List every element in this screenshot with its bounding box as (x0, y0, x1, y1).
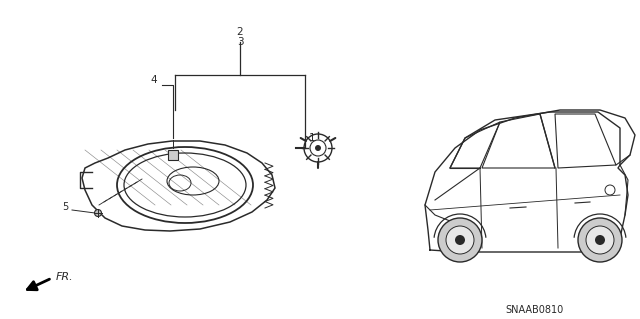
Text: 2: 2 (237, 27, 243, 37)
Circle shape (595, 235, 605, 245)
Bar (168, 150, 178, 160)
Text: 4: 4 (150, 75, 157, 85)
Circle shape (446, 226, 474, 254)
Text: 3: 3 (237, 37, 243, 47)
Text: 5: 5 (61, 202, 68, 212)
Text: FR.: FR. (56, 272, 74, 282)
Circle shape (315, 145, 321, 151)
Circle shape (95, 210, 102, 217)
Text: 1: 1 (309, 133, 316, 143)
Circle shape (578, 218, 622, 262)
Circle shape (586, 226, 614, 254)
Circle shape (455, 235, 465, 245)
Circle shape (438, 218, 482, 262)
Text: SNAAB0810: SNAAB0810 (506, 305, 564, 315)
